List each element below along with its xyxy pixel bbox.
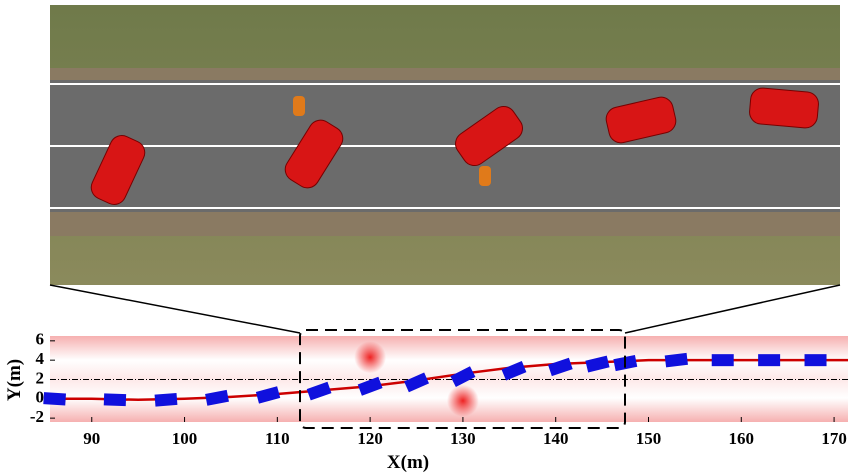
vehicle [805, 354, 827, 366]
x-tick-label: 90 [83, 429, 100, 448]
x-tick-label: 140 [543, 429, 569, 448]
y-tick-label: 6 [36, 330, 45, 349]
y-axis-label: Y(m) [4, 359, 25, 401]
x-axis-label: X(m) [387, 452, 429, 473]
obstacle [354, 341, 386, 373]
vehicle [104, 393, 126, 406]
y-tick-label: 0 [36, 388, 45, 407]
x-tick-label: 120 [357, 429, 383, 448]
vehicle [712, 354, 734, 366]
x-tick-label: 150 [636, 429, 662, 448]
scene-image [50, 5, 840, 285]
zoom-lines [50, 285, 840, 333]
figure: 90 100 110 120 130 140 150 160 170 -20246 X(m) Y(… [0, 0, 853, 476]
vehicle [155, 393, 178, 407]
x-tick-label: 170 [821, 429, 847, 448]
obstacle [447, 385, 479, 417]
vehicle [758, 354, 780, 366]
y-tick-label: 4 [36, 349, 45, 368]
x-tick-label: 130 [450, 429, 476, 448]
x-tick-label: 110 [265, 429, 290, 448]
x-tick-label: 160 [729, 429, 755, 448]
x-tick-label: 100 [172, 429, 198, 448]
vehicle [43, 392, 66, 405]
y-tick-label: -2 [30, 407, 44, 426]
y-tick-label: 2 [36, 368, 45, 387]
